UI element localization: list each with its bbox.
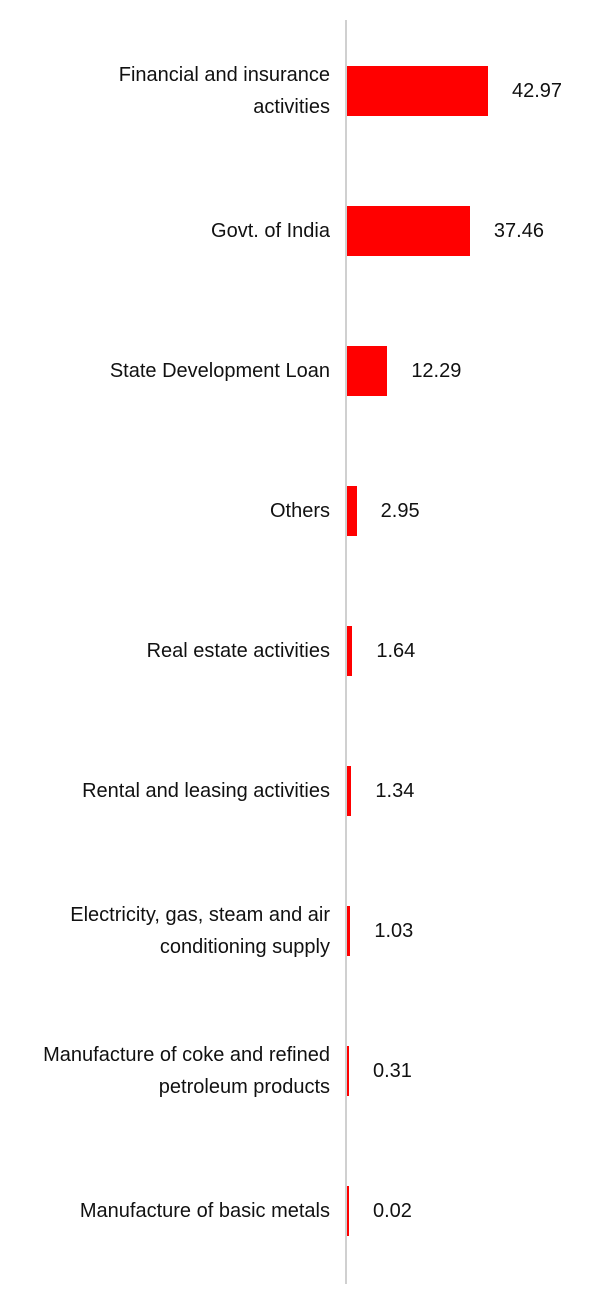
bar [347,1046,349,1096]
value-label: 0.02 [373,1199,412,1222]
bar [347,906,351,956]
bar [347,66,488,116]
category-label: Others [20,441,330,581]
value-label: 0.31 [373,1059,412,1082]
value-label: 42.97 [512,79,563,102]
category-text: State Development Loan [109,360,330,382]
bar [347,626,353,676]
value-label: 37.46 [493,219,544,242]
category-label: Manufacture of coke and refined petroleu… [20,1001,330,1141]
category-text: Manufacture of coke and refined petroleu… [43,1044,330,1098]
bar [347,486,357,536]
category-text: Rental and leasing activities [82,780,330,802]
category-text: Others [269,500,330,522]
bar [347,346,388,396]
value-label: 12.29 [411,359,462,382]
category-text: Manufacture of basic metals [79,1200,330,1222]
category-label: Rental and leasing activities [20,721,330,861]
category-text: Electricity, gas, steam and air conditio… [70,904,330,958]
category-text: Govt. of India [211,220,330,242]
category-text: Financial and insurance activities [118,64,330,118]
value-label: 2.95 [380,499,420,522]
category-label: Financial and insurance activities [20,21,330,161]
value-label: 1.03 [374,919,414,942]
value-label: 1.64 [376,639,416,662]
bar [347,1186,349,1236]
category-label: Electricity, gas, steam and air conditio… [20,861,330,1001]
category-label: Real estate activities [20,581,330,721]
category-label: Govt. of India [20,161,330,301]
bar [347,766,352,816]
value-label: 1.34 [375,779,415,802]
category-text: Real estate activities [146,640,330,662]
category-label: State Development Loan [20,301,330,441]
axis-line [345,20,347,1284]
category-label: Manufacture of basic metals [20,1141,330,1281]
bar [347,206,470,256]
